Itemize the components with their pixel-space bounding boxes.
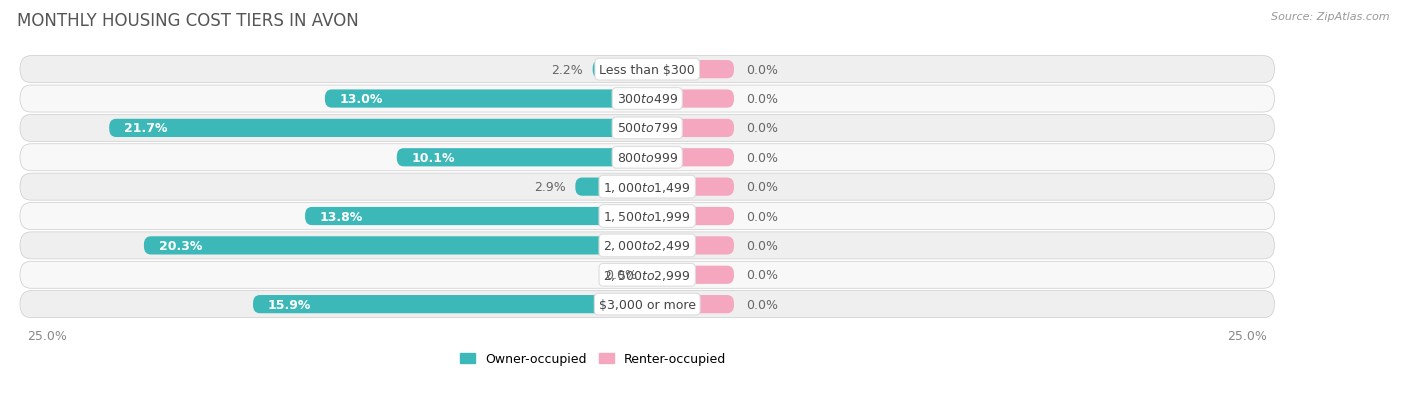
FancyBboxPatch shape xyxy=(647,90,734,108)
Text: $300 to $499: $300 to $499 xyxy=(617,93,678,106)
FancyBboxPatch shape xyxy=(110,119,647,138)
Text: 25.0%: 25.0% xyxy=(27,329,67,342)
FancyBboxPatch shape xyxy=(20,203,1274,230)
FancyBboxPatch shape xyxy=(20,115,1274,142)
Text: Source: ZipAtlas.com: Source: ZipAtlas.com xyxy=(1271,12,1389,22)
FancyBboxPatch shape xyxy=(20,233,1274,259)
FancyBboxPatch shape xyxy=(20,145,1274,171)
Text: 13.8%: 13.8% xyxy=(321,210,363,223)
Text: 0.0%: 0.0% xyxy=(747,298,779,311)
FancyBboxPatch shape xyxy=(20,291,1274,318)
Text: 0.0%: 0.0% xyxy=(747,64,779,76)
Text: 2.2%: 2.2% xyxy=(551,64,582,76)
FancyBboxPatch shape xyxy=(647,295,734,313)
Text: MONTHLY HOUSING COST TIERS IN AVON: MONTHLY HOUSING COST TIERS IN AVON xyxy=(17,12,359,30)
FancyBboxPatch shape xyxy=(647,207,734,225)
FancyBboxPatch shape xyxy=(647,149,734,167)
Text: 0.0%: 0.0% xyxy=(747,210,779,223)
Text: $800 to $999: $800 to $999 xyxy=(617,152,678,164)
FancyBboxPatch shape xyxy=(20,57,1274,83)
FancyBboxPatch shape xyxy=(637,266,647,284)
FancyBboxPatch shape xyxy=(20,261,1274,289)
FancyBboxPatch shape xyxy=(20,86,1274,113)
Text: 0.0%: 0.0% xyxy=(747,122,779,135)
Text: 13.0%: 13.0% xyxy=(340,93,384,106)
Text: $3,000 or more: $3,000 or more xyxy=(599,298,696,311)
FancyBboxPatch shape xyxy=(20,174,1274,201)
Text: $500 to $799: $500 to $799 xyxy=(617,122,678,135)
Text: $2,500 to $2,999: $2,500 to $2,999 xyxy=(603,268,690,282)
Text: $2,000 to $2,499: $2,000 to $2,499 xyxy=(603,239,690,253)
FancyBboxPatch shape xyxy=(575,178,647,196)
Text: 0.0%: 0.0% xyxy=(747,239,779,252)
Text: 25.0%: 25.0% xyxy=(1227,329,1267,342)
Text: 0.0%: 0.0% xyxy=(747,93,779,106)
Legend: Owner-occupied, Renter-occupied: Owner-occupied, Renter-occupied xyxy=(454,347,731,370)
Text: 21.7%: 21.7% xyxy=(124,122,167,135)
FancyBboxPatch shape xyxy=(647,119,734,138)
FancyBboxPatch shape xyxy=(305,207,647,225)
Text: 0.0%: 0.0% xyxy=(747,152,779,164)
Text: 0.0%: 0.0% xyxy=(747,181,779,194)
FancyBboxPatch shape xyxy=(647,61,734,79)
FancyBboxPatch shape xyxy=(143,237,647,255)
FancyBboxPatch shape xyxy=(647,266,734,284)
Text: 2.9%: 2.9% xyxy=(534,181,565,194)
FancyBboxPatch shape xyxy=(396,149,647,167)
FancyBboxPatch shape xyxy=(593,61,647,79)
FancyBboxPatch shape xyxy=(325,90,647,108)
FancyBboxPatch shape xyxy=(253,295,647,313)
Text: 0.0%: 0.0% xyxy=(747,268,779,282)
Text: 20.3%: 20.3% xyxy=(159,239,202,252)
Text: 15.9%: 15.9% xyxy=(269,298,311,311)
Text: $1,000 to $1,499: $1,000 to $1,499 xyxy=(603,180,690,194)
Text: Less than $300: Less than $300 xyxy=(599,64,695,76)
FancyBboxPatch shape xyxy=(647,178,734,196)
Text: 0.0%: 0.0% xyxy=(606,268,637,282)
Text: $1,500 to $1,999: $1,500 to $1,999 xyxy=(603,209,690,223)
FancyBboxPatch shape xyxy=(647,237,734,255)
Text: 10.1%: 10.1% xyxy=(412,152,456,164)
